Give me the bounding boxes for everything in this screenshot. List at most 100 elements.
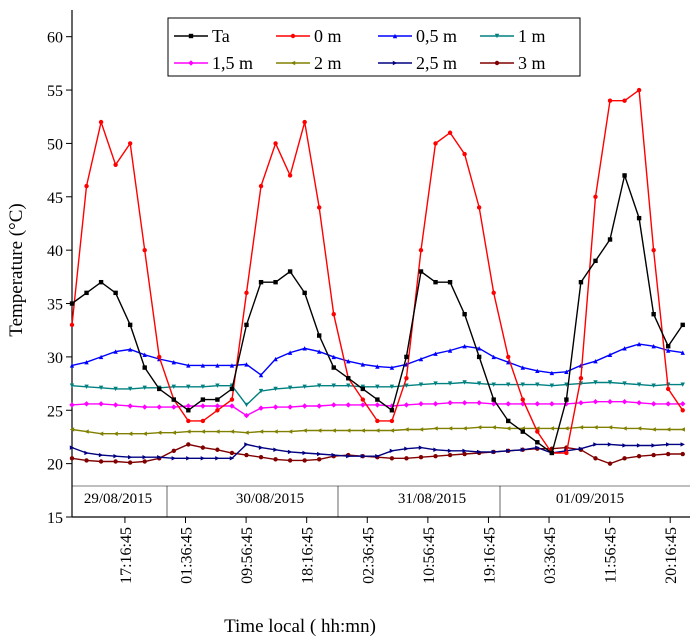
marker [403,402,410,408]
marker [506,382,511,387]
marker [69,322,75,328]
marker [157,386,162,392]
marker [375,364,380,369]
marker [651,383,656,388]
legend-label: 0 m [314,26,342,46]
y-tick-label: 15 [47,510,63,527]
legend-marker [392,33,398,39]
marker [229,386,235,392]
marker [157,430,162,435]
marker [506,354,511,360]
marker [622,456,627,461]
marker [564,426,569,431]
marker [578,376,584,381]
marker [229,397,235,402]
marker [258,372,264,378]
date-label: 29/08/2015 [84,491,152,507]
marker [564,397,569,402]
marker [287,404,293,410]
marker [607,442,613,447]
series [69,341,685,378]
marker [593,380,598,385]
marker [476,425,482,430]
marker [520,382,525,387]
x-tick-label: 11:56:45 [603,527,620,583]
marker [680,382,685,387]
marker [506,426,511,431]
marker [360,386,366,392]
marker [535,445,540,450]
marker [636,341,642,347]
marker [273,356,278,362]
marker [535,426,540,431]
marker [491,449,496,455]
series-line [71,172,684,455]
marker [418,247,424,253]
marker [650,401,657,407]
marker [317,383,322,388]
marker [142,404,148,410]
marker [346,428,351,433]
marker [404,446,409,451]
marker [476,346,482,351]
marker [491,290,496,296]
marker [244,322,249,328]
legend-label: Ta [212,26,230,46]
marker [287,269,293,274]
marker [506,418,511,424]
marker [287,449,293,455]
marker [258,429,264,434]
marker [389,384,395,389]
marker [476,400,482,406]
marker [549,450,555,456]
marker [375,384,380,389]
marker [563,401,570,407]
marker [607,237,613,242]
marker [418,445,424,450]
marker [374,402,381,408]
marker [302,428,307,433]
marker [593,258,598,264]
x-tick-label: 10:56:45 [421,527,438,584]
marker [607,98,613,103]
marker [593,442,598,447]
marker [549,426,555,431]
marker [287,173,293,178]
marker [433,351,438,356]
marker [375,428,380,433]
marker [302,450,307,456]
y-tick-label: 35 [47,297,63,314]
marker [157,455,162,460]
marker [651,427,656,432]
marker [360,453,366,459]
marker [462,448,467,454]
marker [317,457,322,462]
marker [651,312,656,317]
marker [317,451,322,457]
marker [185,403,192,409]
marker [607,380,613,385]
marker [549,401,555,407]
marker [127,141,133,146]
marker [418,269,424,274]
marker [622,173,627,178]
marker [535,382,540,387]
marker [651,344,656,349]
marker [244,452,249,458]
marker [98,354,104,360]
marker [98,279,104,285]
marker [680,322,685,328]
marker [287,458,293,463]
marker [665,401,671,407]
marker [98,452,104,458]
x-tick-label: 20:16:45 [663,527,680,584]
marker [215,383,220,388]
marker [432,401,439,407]
marker [127,322,133,328]
y-tick-label: 20 [47,457,63,474]
marker [287,429,293,434]
marker [346,376,351,381]
marker [447,348,453,353]
marker [302,346,307,351]
